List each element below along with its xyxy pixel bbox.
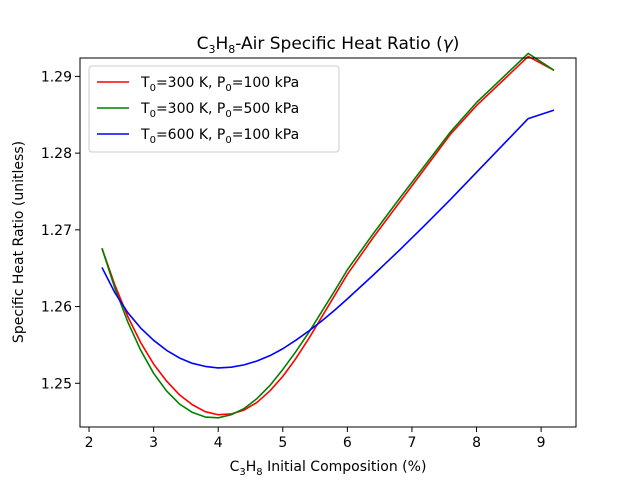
x-tick-label: 3 xyxy=(149,435,158,451)
series-line-1 xyxy=(101,55,555,416)
x-tick-label: 5 xyxy=(278,435,287,451)
legend: T0=300 K, P0=100 kPa T0=300 K, P0=500 kP… xyxy=(88,65,340,153)
y-tick-label: 1.25 xyxy=(41,376,72,392)
y-axis: 1.25 1.26 1.27 1.28 1.29 xyxy=(41,69,80,392)
y-tick-label: 1.27 xyxy=(41,223,72,239)
series-line-2 xyxy=(101,52,555,419)
x-tick-label: 6 xyxy=(343,435,352,451)
y-tick-label: 1.26 xyxy=(41,300,72,316)
y-tick-label: 1.28 xyxy=(41,146,72,162)
x-tick-label: 9 xyxy=(537,435,546,451)
x-tick-label: 7 xyxy=(407,435,416,451)
y-tick-label: 1.29 xyxy=(41,69,72,85)
chart-title: C3H8-Air Specific Heat Ratio (γ) xyxy=(197,34,460,56)
y-axis-label: Specific Heat Ratio (unitless) xyxy=(11,141,27,343)
x-axis: 2 3 4 5 6 7 8 9 xyxy=(85,427,546,451)
series-layer xyxy=(101,52,555,419)
legend-label-series-2: T0=300 K, P0=500 kPa xyxy=(140,101,299,120)
x-tick-label: 8 xyxy=(472,435,481,451)
x-axis-label: C3H8 Initial Composition (%) xyxy=(230,459,427,478)
x-tick-label: 2 xyxy=(85,435,94,451)
x-tick-label: 4 xyxy=(214,435,223,451)
legend-frame xyxy=(88,65,340,153)
legend-label-series-3: T0=600 K, P0=100 kPa xyxy=(140,127,299,146)
plot-frame xyxy=(79,57,577,428)
series-line-3 xyxy=(101,109,555,369)
legend-label-series-1: T0=300 K, P0=100 kPa xyxy=(140,75,299,94)
